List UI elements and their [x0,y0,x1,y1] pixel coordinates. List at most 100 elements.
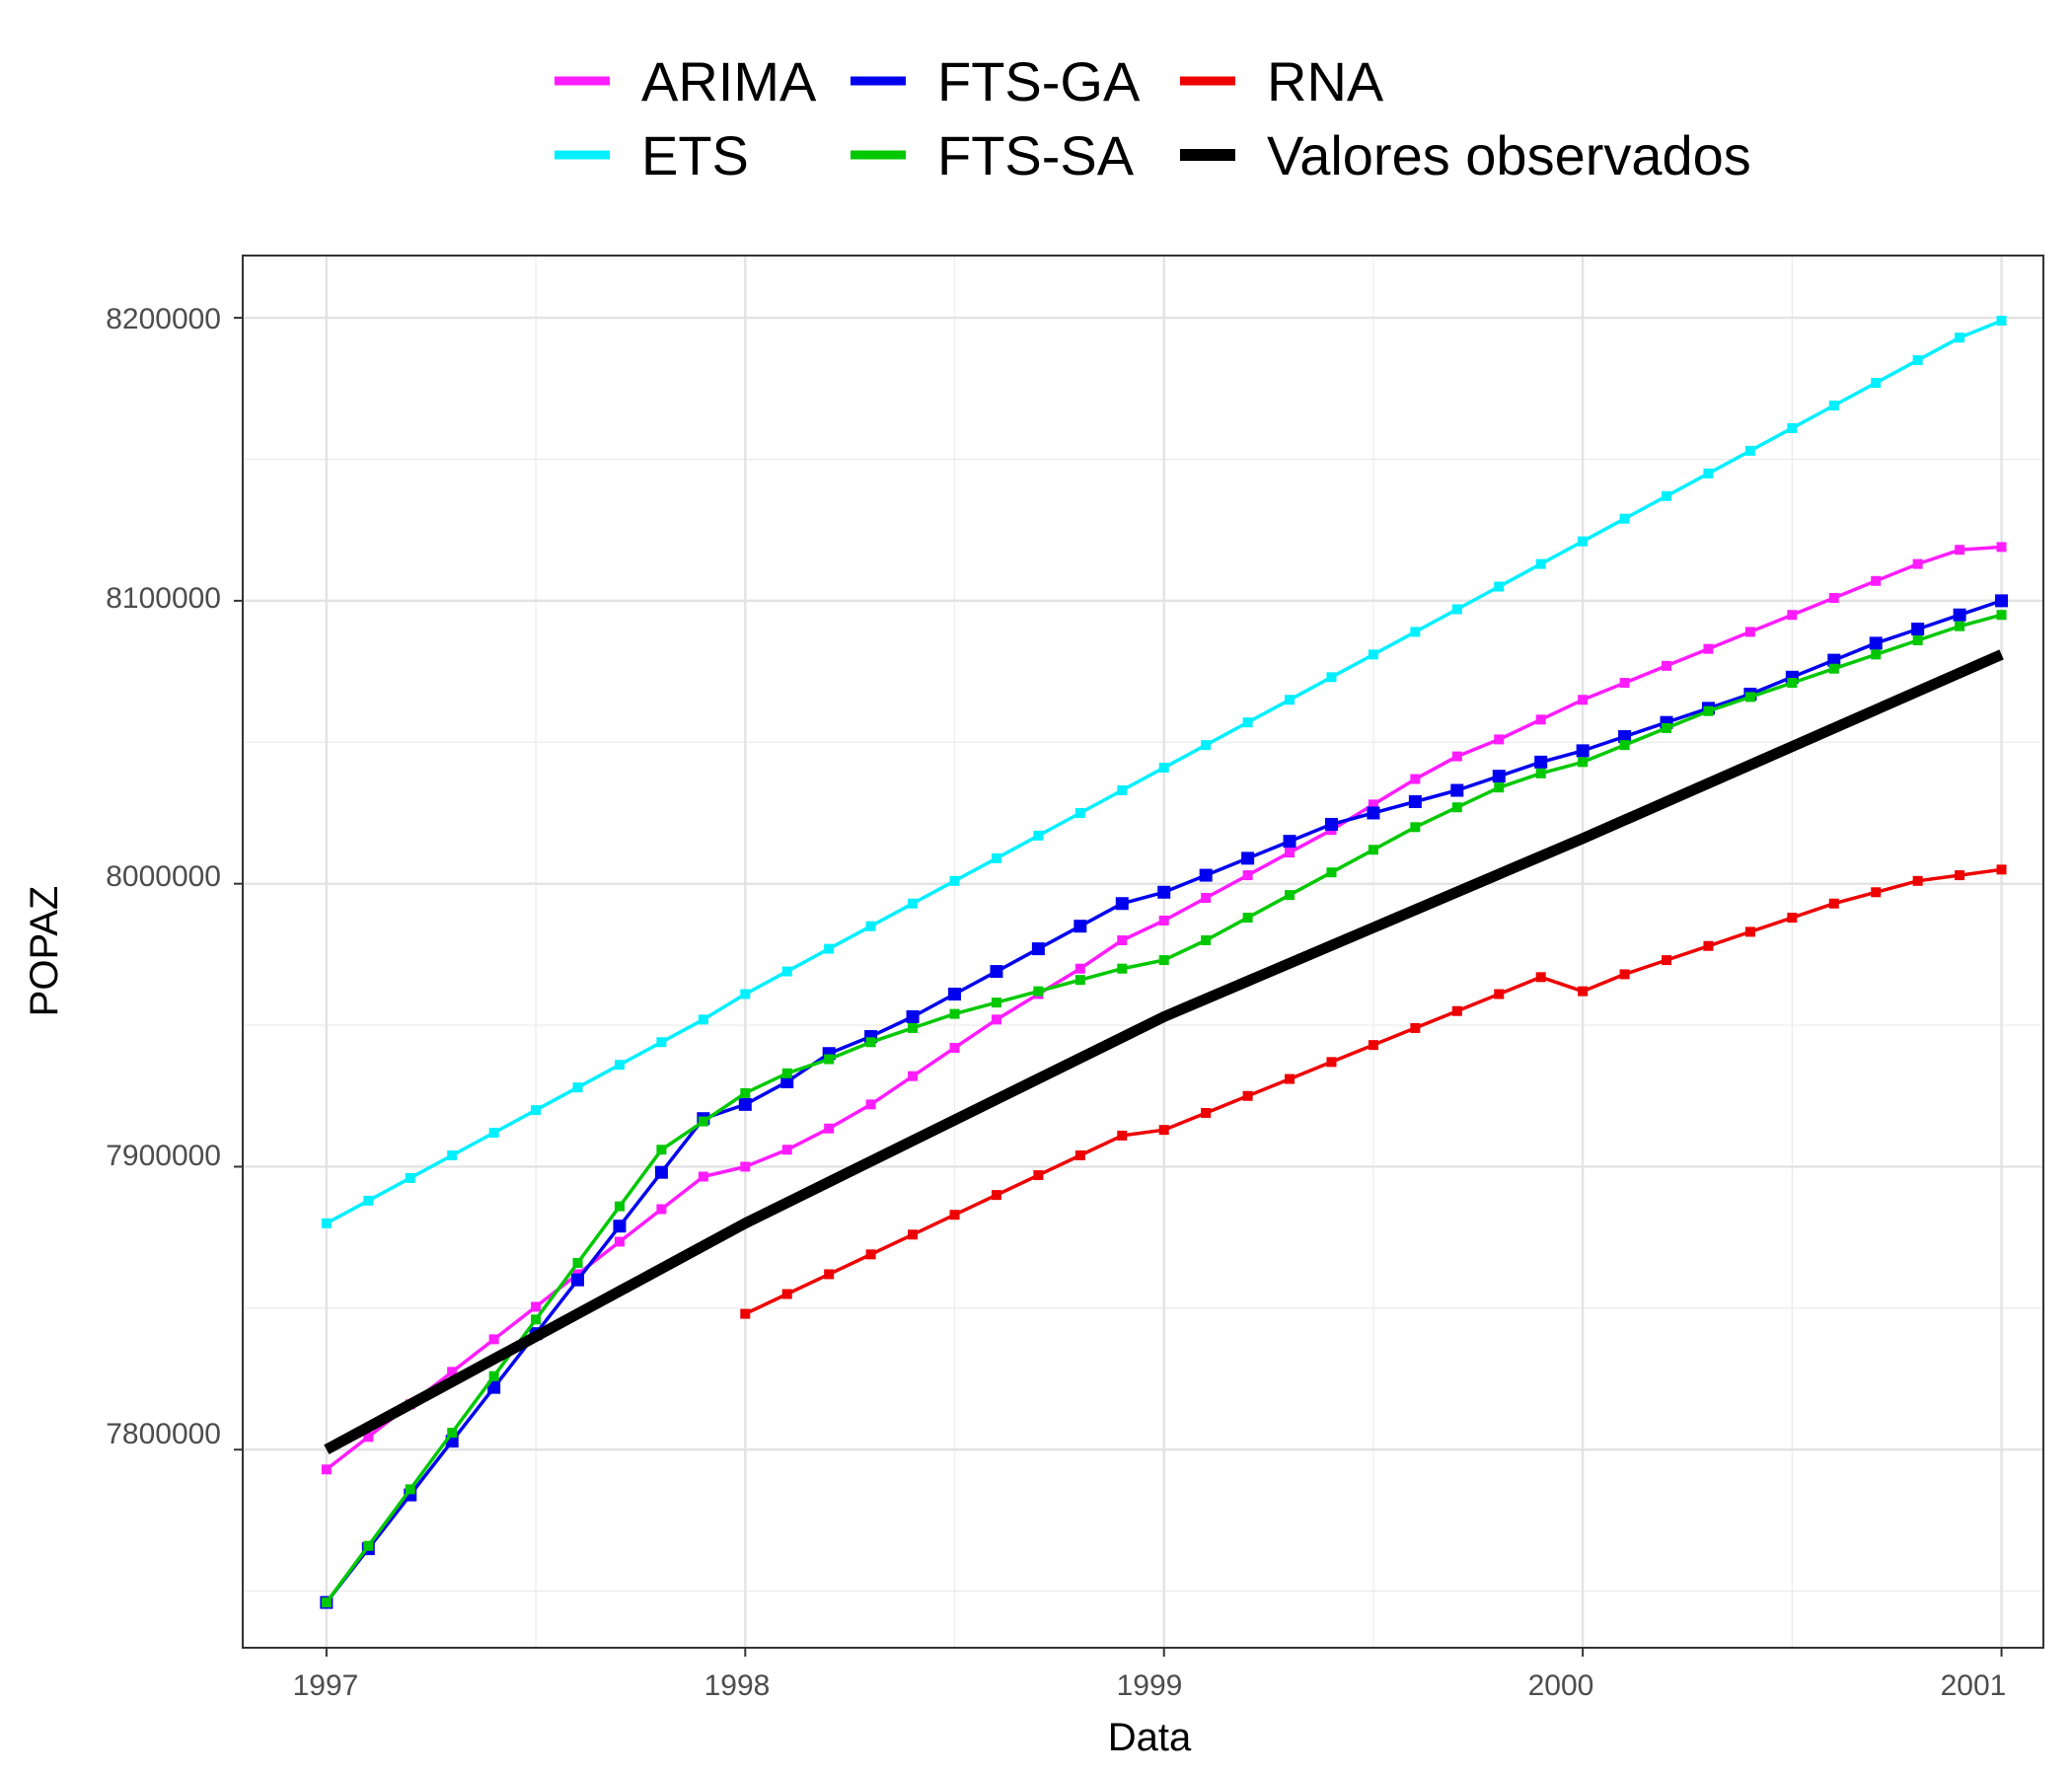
data-point-ets [1201,740,1212,751]
data-point-rna [1074,1149,1085,1160]
data-point-arima [1912,558,1923,569]
data-point-fts-sa [1955,621,1965,631]
data-point-fts-ga [654,1165,668,1179]
data-point-fts-sa [1619,740,1630,751]
data-point-arima [447,1367,458,1377]
data-point-rna [1285,1073,1295,1084]
data-point-fts-sa [531,1314,542,1325]
data-point-ets [698,1014,708,1025]
data-point-fts-ga [1492,770,1506,783]
y-axis: 7800000 7900000 8000000 8100000 8200000 … [23,303,221,1450]
legend-item-valores-observados: Valores observados [1180,124,1751,186]
data-point-arima [991,1014,1001,1025]
data-point-fts-ga [948,988,962,1001]
data-point-fts-ga [1367,806,1380,820]
x-axis: 1997 1998 1999 2000 2001 Data [293,1669,2007,1759]
data-point-arima [949,1043,960,1054]
data-point-ets [1703,468,1714,479]
data-point-arima [740,1161,751,1172]
data-point-rna [1912,875,1923,886]
data-point-ets [1033,830,1044,841]
data-point-fts-ga [1869,636,1883,650]
data-point-ets [1578,536,1589,547]
legend-item-fts-sa: FTS-SA [851,124,1135,186]
data-point-fts-sa [1996,610,2007,621]
legend-item-ets: ETS [555,124,749,186]
data-point-ets [1955,333,1965,343]
data-point-fts-ga [1408,795,1422,809]
data-point-ets [363,1195,374,1206]
data-point-ets [1828,400,1839,410]
data-point-rna [1578,986,1589,997]
series-fts-sa [321,610,2007,1608]
data-point-fts-sa [1410,822,1421,833]
data-point-arima [656,1204,667,1215]
data-point-arima [824,1123,835,1134]
data-point-fts-ga [906,1009,920,1023]
legend-item-arima: ARIMA [555,50,817,112]
data-point-fts-sa [321,1597,332,1608]
legend-item-rna: RNA [1180,50,1384,112]
data-point-fts-sa [1535,768,1546,778]
data-point-fts-sa [447,1428,458,1439]
data-point-arima [1535,714,1546,725]
series-valores-observados [324,649,2004,1455]
y-tick-label-8000000: 8000000 [106,860,221,893]
data-point-rna [908,1229,919,1240]
data-point-rna [1619,969,1630,980]
data-point-fts-sa [1912,635,1923,646]
data-point-ets [321,1218,332,1228]
data-point-fts-sa [1578,757,1589,768]
data-point-rna [1787,913,1798,924]
x-axis-title: Data [1108,1716,1192,1759]
series-layer [320,315,2009,1609]
data-point-ets [1996,315,2007,326]
data-point-arima [1703,643,1714,654]
data-point-arima [1285,848,1295,858]
data-point-fts-sa [781,1068,792,1078]
data-point-arima [321,1464,332,1475]
data-point-fts-ga [780,1074,794,1088]
data-point-ets [1451,604,1462,615]
data-point-arima [1494,734,1505,745]
data-point-ets [614,1060,625,1071]
data-point-fts-sa [572,1257,583,1268]
data-point-ets [1117,785,1128,796]
data-point-rna [1703,940,1714,951]
data-point-arima [1955,545,1965,555]
data-point-ets [447,1149,458,1160]
data-point-rna [1033,1170,1044,1181]
series-ets [321,315,2007,1228]
data-point-fts-ga [1995,594,2009,608]
data-point-ets [1326,672,1337,683]
data-point-arima [1451,751,1462,762]
data-point-fts-sa [1285,890,1295,901]
data-point-arima [1787,610,1798,621]
data-point-fts-sa [1703,705,1714,716]
x-tick-label-1997: 1997 [293,1669,359,1702]
data-point-fts-sa [1787,678,1798,689]
data-point-arima [1744,627,1755,637]
data-point-ets [1619,513,1630,524]
data-point-arima [908,1071,919,1081]
data-point-ets [572,1082,583,1093]
data-point-fts-ga [1618,730,1632,744]
data-point-fts-sa [656,1145,667,1155]
x-tick-label-1998: 1998 [704,1669,771,1702]
data-point-ets [991,852,1001,863]
data-point-rna [740,1308,751,1319]
data-point-ets [949,875,960,886]
data-point-rna [1158,1125,1169,1136]
data-point-fts-ga [1157,885,1171,899]
data-point-rna [1410,1022,1421,1033]
data-point-fts-sa [1201,935,1212,946]
data-point-fts-sa [1368,845,1378,855]
data-point-fts-ga [1283,835,1296,849]
data-point-arima [488,1334,499,1345]
legend-label-arima: ARIMA [641,50,817,112]
data-point-fts-sa [824,1054,835,1065]
data-point-arima [698,1171,708,1182]
data-point-arima [1242,870,1253,881]
data-point-fts-ga [487,1380,501,1394]
